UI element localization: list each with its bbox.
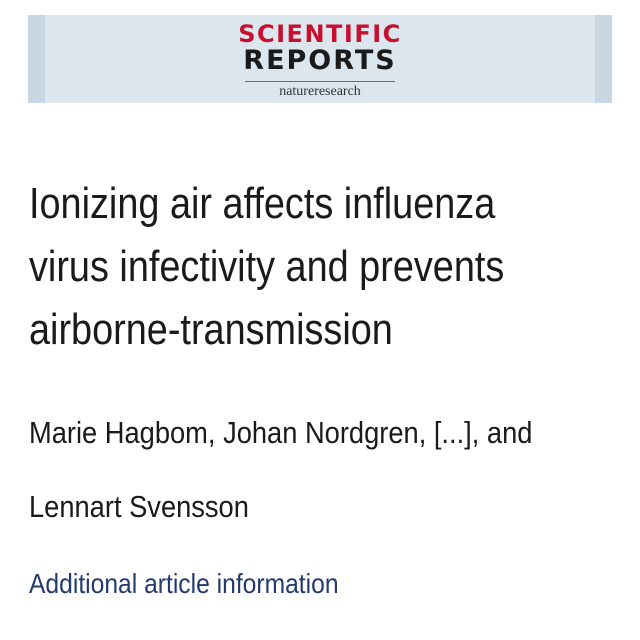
journal-name-line2: REPORTS: [243, 45, 397, 76]
title-line: Ionizing air affects influenza: [29, 179, 496, 228]
logo-divider: [245, 81, 395, 82]
journal-name-line1: SCIENTIFIC: [238, 20, 402, 48]
journal-banner: SCIENTIFIC REPORTS natureresearch: [28, 15, 612, 103]
title-line: airborne-transmission: [29, 305, 393, 354]
author-list: Marie Hagbom, Johan Nordgren, [...], and…: [29, 396, 548, 544]
additional-article-info-link[interactable]: Additional article information: [29, 568, 339, 599]
author-line[interactable]: Marie Hagbom, Johan Nordgren, [...], and: [29, 415, 533, 450]
article-title: Ionizing air affects influenza virus inf…: [29, 172, 536, 361]
title-line: virus infectivity and prevents: [29, 242, 505, 291]
banner-edge-left: [28, 15, 45, 103]
publisher-name: natureresearch: [279, 84, 361, 99]
journal-logo[interactable]: SCIENTIFIC REPORTS natureresearch: [28, 21, 612, 101]
author-line[interactable]: Lennart Svensson: [29, 489, 249, 524]
banner-edge-right: [595, 15, 612, 103]
